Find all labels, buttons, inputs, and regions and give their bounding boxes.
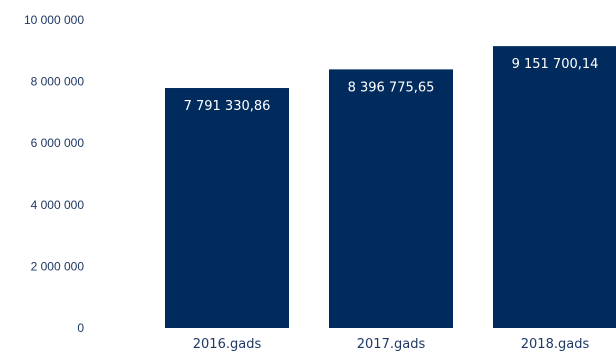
y-tick-label: 6 000 000: [31, 136, 85, 150]
x-tick-label: 2016.gads: [193, 337, 262, 351]
y-tick-label: 0: [77, 321, 84, 335]
bar: [329, 69, 453, 329]
data-label: 7 791 330,86: [184, 99, 271, 114]
y-tick-label: 8 000 000: [31, 75, 85, 89]
y-tick-label: 2 000 000: [31, 259, 85, 273]
x-tick-label: 2017.gads: [357, 337, 426, 351]
y-tick-label: 4 000 000: [31, 198, 85, 212]
bar: [493, 46, 616, 329]
bar: [165, 88, 289, 328]
data-label: 8 396 775,65: [348, 80, 435, 95]
x-tick-label: 2018.gads: [521, 337, 590, 351]
y-tick-label: 10 000 000: [24, 13, 84, 27]
data-label: 9 151 700,14: [512, 57, 599, 72]
